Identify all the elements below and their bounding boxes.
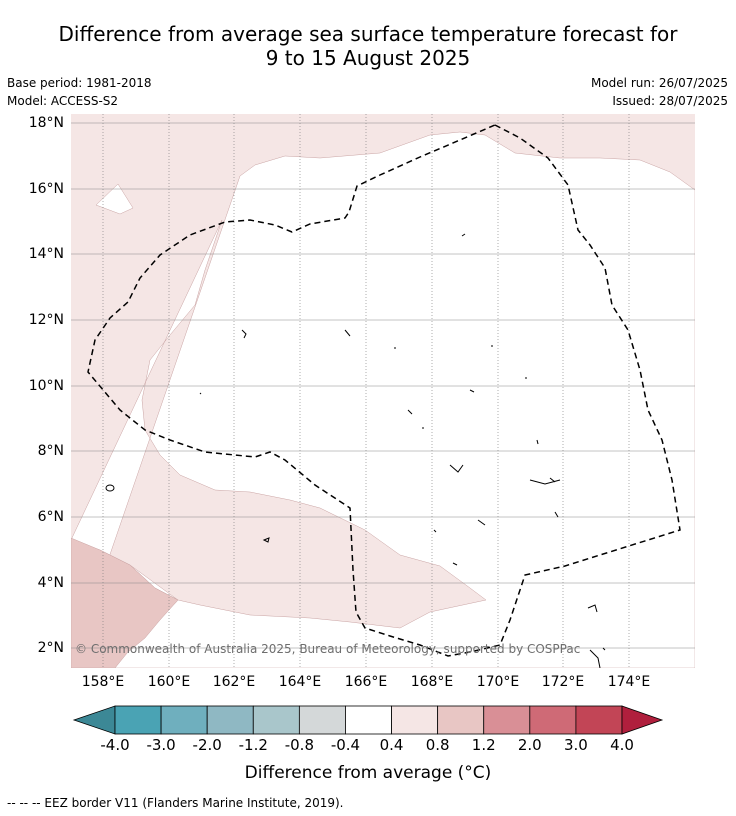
figure-title: Difference from average sea surface temp…: [0, 22, 736, 70]
lon-label: 172°E: [541, 674, 585, 690]
lat-label: 4°N: [37, 575, 64, 591]
anomaly-region-0.8-1.2: [71, 537, 179, 668]
colorbar-bin: [529, 705, 577, 735]
colorbar-bin: [391, 705, 439, 735]
lon-label: 174°E: [607, 674, 651, 690]
colorbar-tick-label: -3.0: [146, 736, 176, 754]
colorbar-bin: [114, 705, 162, 735]
colorbar-tick-label: 4.0: [610, 736, 634, 754]
colorbar-bin: [575, 705, 623, 735]
colorbar-bin: [206, 705, 254, 735]
title-line-1: Difference from average sea surface temp…: [58, 22, 678, 46]
colorbar-tick-label: -0.4: [330, 736, 361, 754]
colorbar-bin: [160, 705, 208, 735]
colorbar-tick-label: -1.2: [238, 736, 268, 754]
colorbar-bin: [437, 705, 485, 735]
lon-label: 162°E: [212, 674, 256, 690]
map-gridlines: [102, 114, 630, 668]
meta-left: Base period: 1981-2018 Model: ACCESS-S2: [7, 74, 152, 110]
colorbar-tick-label: 3.0: [563, 736, 588, 754]
lat-label: 12°N: [28, 312, 64, 328]
colorbar-extend-high: [621, 705, 664, 735]
island-outlines: [105, 233, 606, 668]
colorbar-bin: [345, 705, 392, 735]
lon-label: 164°E: [278, 674, 322, 690]
colorbar-extend-low: [72, 705, 116, 735]
model-text: Model: ACCESS-S2: [7, 94, 119, 108]
meta-right: Model run: 26/07/2025 Issued: 28/07/2025: [591, 74, 728, 110]
model-run-text: Model run: 26/07/2025: [590, 76, 728, 90]
lat-label: 8°N: [37, 443, 64, 459]
lat-label: 10°N: [28, 378, 64, 394]
title-line-2: 9 to 15 August 2025: [265, 46, 471, 70]
lat-label: 14°N: [28, 246, 64, 262]
colorbar-tick-label: -4.0: [100, 736, 130, 754]
eez-border: [87, 124, 681, 657]
colorbar-bin: [483, 705, 531, 735]
map-plot-area: © Commonwealth of Australia 2025, Bureau…: [71, 114, 695, 668]
lon-label: 158°E: [81, 674, 125, 690]
issued-text: Issued: 28/07/2025: [612, 94, 728, 108]
colorbar-tick-label: 2.0: [517, 736, 542, 754]
colorbar-tick-label: 0.4: [379, 736, 404, 754]
lat-label: 16°N: [28, 181, 64, 197]
lon-label: 160°E: [147, 674, 191, 690]
lat-label: 6°N: [37, 509, 64, 525]
base-period-text: Base period: 1981-2018: [7, 76, 152, 90]
colorbar-title: Difference from average (°C): [244, 763, 492, 783]
map-gridlines-lat: [71, 122, 695, 649]
colorbar-tick-label: -0.8: [284, 736, 314, 754]
colorbar-bin: [298, 705, 346, 735]
lon-label: 166°E: [344, 674, 388, 690]
anomaly-region-small: [95, 183, 134, 215]
colorbar-tick-label: -2.0: [192, 736, 222, 754]
eez-footnote: -- -- -- EEZ border V11 (Flanders Marine…: [7, 796, 344, 810]
lon-label: 170°E: [476, 674, 520, 690]
lat-label: 18°N: [28, 115, 64, 131]
colorbar-bin: [252, 705, 300, 735]
lon-label: 168°E: [410, 674, 454, 690]
colorbar-tick-label: 1.2: [471, 736, 496, 754]
map-copyright: © Commonwealth of Australia 2025, Bureau…: [75, 642, 580, 656]
lat-label: 2°N: [37, 640, 64, 656]
colorbar: [72, 705, 664, 735]
colorbar-tick-label: 0.8: [425, 736, 450, 754]
